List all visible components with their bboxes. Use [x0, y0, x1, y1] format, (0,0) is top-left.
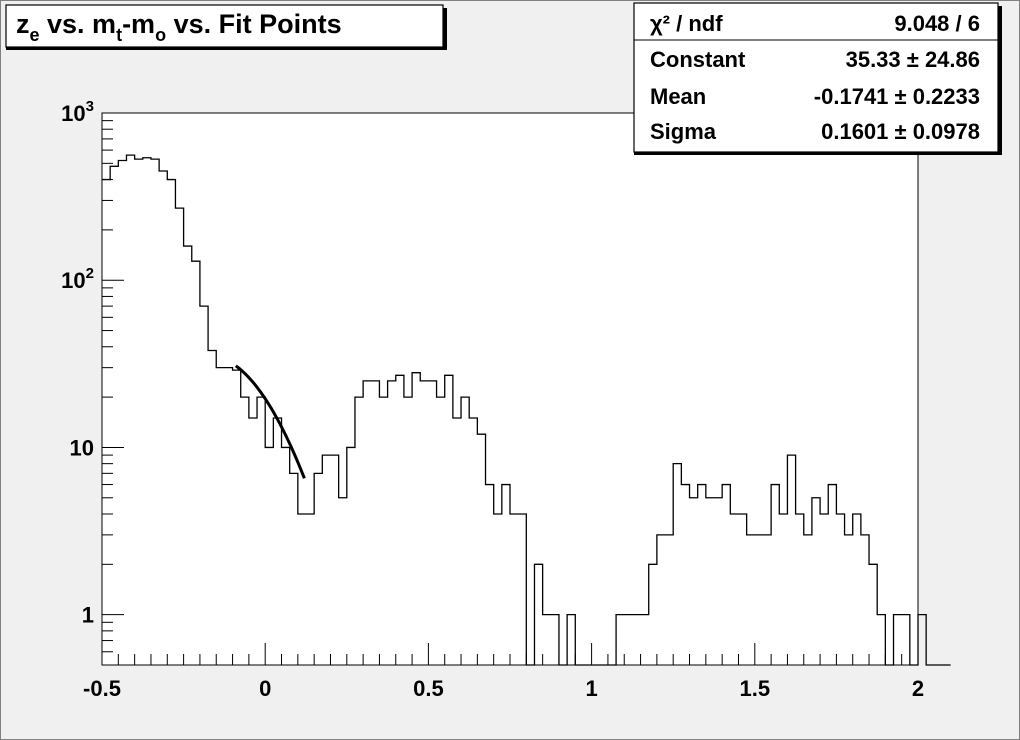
title-sub-e: e [30, 25, 40, 45]
y-tick-exponent: 3 [86, 98, 94, 115]
x-tick-label: 0 [259, 676, 271, 701]
stats-box-shadow-right [998, 6, 1002, 155]
stats-value-constant: 35.33 ± 24.86 [846, 47, 980, 72]
stats-label-sigma: Sigma [650, 119, 717, 144]
stats-box-shadow-bottom [634, 152, 1002, 155]
title-sub-t: t [116, 25, 122, 45]
stats-value-mean: -0.1741 ± 0.2233 [814, 84, 980, 109]
y-tick-label: 103 [61, 98, 94, 126]
x-tick-label: 2 [912, 676, 924, 701]
title-part-tail: vs. Fit Points [166, 9, 342, 39]
title-part-minus-m: -m [122, 9, 155, 39]
stats-label-chi2: χ² / ndf [650, 11, 723, 36]
x-tick-label: 0.5 [413, 676, 444, 701]
y-tick-exponent: 2 [86, 265, 94, 282]
title-box-shadow-bottom [6, 47, 447, 50]
title-box: ze vs. mt-mo vs. Fit Points [5, 4, 447, 50]
plot-frame [101, 112, 919, 666]
title-box-shadow-right [443, 8, 447, 50]
x-tick-label: 1 [585, 676, 597, 701]
stats-box: χ² / ndf 9.048 / 6 Constant 35.33 ± 24.8… [633, 2, 1002, 155]
y-tick-base: 10 [61, 101, 85, 126]
x-tick-label: 1.5 [740, 676, 771, 701]
chart-title: ze vs. mt-mo vs. Fit Points [16, 9, 342, 45]
fit-layer [234, 364, 306, 479]
stats-label-mean: Mean [650, 84, 706, 109]
y-tick-label: 1 [82, 603, 94, 628]
stats-value-sigma: 0.1601 ± 0.0978 [821, 119, 980, 144]
histogram-layer [102, 154, 951, 666]
stats-label-constant: Constant [650, 47, 746, 72]
histogram-steps [102, 154, 951, 666]
y-tick-label: 102 [61, 265, 94, 293]
x-tick-label: -0.5 [83, 676, 121, 701]
stats-value-chi2: 9.048 / 6 [894, 11, 980, 36]
title-sub-o: o [155, 25, 166, 45]
fit-curve [234, 364, 306, 479]
stats-box-frame [633, 2, 999, 153]
title-part-base: z [16, 9, 30, 39]
title-part-vs-m: vs. m [40, 9, 117, 39]
y-tick-base: 10 [61, 268, 85, 293]
y-tick-label: 10 [70, 435, 94, 460]
